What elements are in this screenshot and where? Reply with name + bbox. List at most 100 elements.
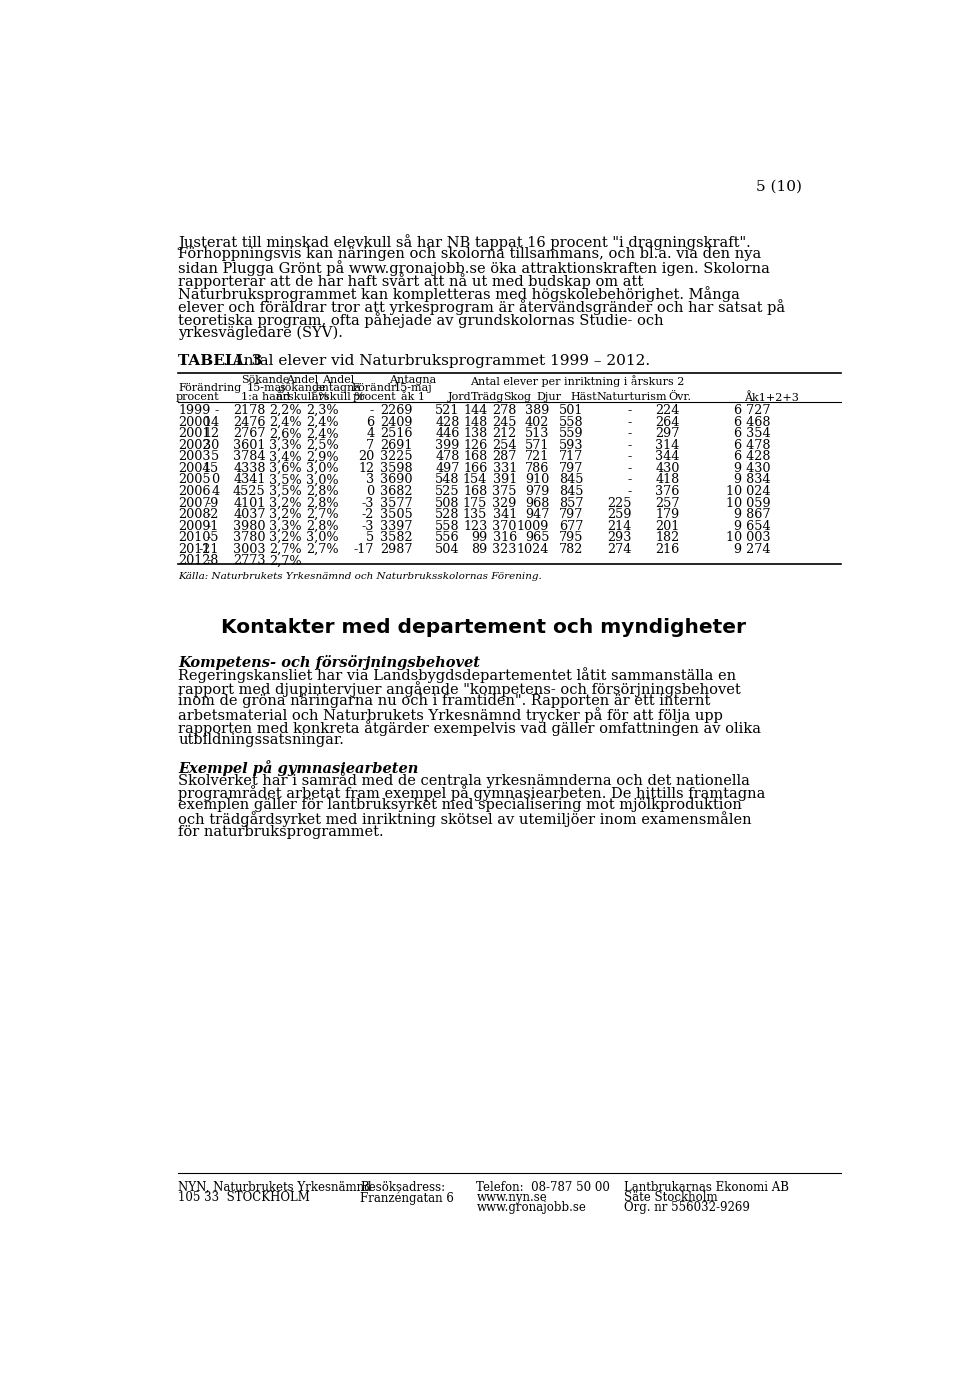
Text: Jord: Jord — [447, 393, 471, 402]
Text: 4338: 4338 — [233, 462, 266, 475]
Text: 428: 428 — [435, 416, 460, 429]
Text: -: - — [215, 404, 219, 418]
Text: 105 33  STOCKHOLM: 105 33 STOCKHOLM — [179, 1192, 310, 1204]
Text: Trädg: Trädg — [470, 393, 504, 402]
Text: 297: 297 — [655, 427, 680, 440]
Text: 10 059: 10 059 — [727, 497, 771, 509]
Text: Antal elever per inriktning iårskurs 2: Antal elever per inriktning iårskurs 2 — [471, 383, 683, 395]
Text: 376: 376 — [655, 484, 680, 498]
Text: 0: 0 — [211, 473, 219, 486]
Text: Djur: Djur — [537, 393, 562, 402]
Text: 212: 212 — [492, 427, 516, 440]
Text: -5: -5 — [206, 532, 219, 544]
Text: 558: 558 — [559, 416, 584, 429]
Text: 123: 123 — [463, 519, 488, 533]
Text: -: - — [627, 484, 632, 498]
Text: 1024: 1024 — [517, 543, 549, 555]
Text: 2,3%: 2,3% — [306, 404, 339, 418]
Text: 3577: 3577 — [380, 497, 413, 509]
Text: 5: 5 — [211, 451, 219, 464]
Text: 418: 418 — [656, 473, 680, 486]
Text: 2,2%: 2,2% — [270, 404, 302, 418]
Text: 331: 331 — [492, 462, 516, 475]
Text: 6: 6 — [366, 416, 374, 429]
Text: 154: 154 — [463, 473, 488, 486]
Text: . Antal elever vid Naturbruksprogrammet 1999 – 2012.: . Antal elever vid Naturbruksprogrammet … — [223, 354, 650, 367]
Text: 2,7%: 2,7% — [306, 508, 339, 521]
Text: -: - — [627, 427, 632, 440]
Text: 166: 166 — [463, 462, 488, 475]
Text: 179: 179 — [656, 508, 680, 521]
Text: programrådet arbetat fram exempel på gymnasiearbeten. De hittills framtagna: programrådet arbetat fram exempel på gym… — [179, 785, 765, 802]
Text: 2516: 2516 — [380, 427, 413, 440]
Text: 10 024: 10 024 — [727, 484, 771, 498]
Text: 9 430: 9 430 — [734, 462, 771, 475]
Text: 2987: 2987 — [380, 543, 413, 555]
Text: 497: 497 — [435, 462, 460, 475]
Text: 144: 144 — [463, 404, 488, 418]
Text: 1009: 1009 — [517, 519, 549, 533]
Text: Åk1+2+3: Åk1+2+3 — [744, 393, 799, 402]
Text: www.nyn.se: www.nyn.se — [476, 1192, 547, 1204]
Text: 2000: 2000 — [179, 416, 210, 429]
Text: 3,2%: 3,2% — [270, 508, 302, 521]
Text: 2,7%: 2,7% — [270, 543, 302, 555]
Text: 968: 968 — [525, 497, 549, 509]
Text: 548: 548 — [435, 473, 460, 486]
Text: 168: 168 — [463, 484, 488, 498]
Text: rapport med djupintervjuer angående "kompetens- och försörjningsbehovet: rapport med djupintervjuer angående "kom… — [179, 681, 741, 696]
Text: -3: -3 — [362, 497, 374, 509]
Text: 344: 344 — [655, 451, 680, 464]
Text: utbildningssatsningar.: utbildningssatsningar. — [179, 734, 344, 748]
Text: 126: 126 — [463, 438, 488, 452]
Text: 6 428: 6 428 — [734, 451, 771, 464]
Text: -1: -1 — [207, 519, 219, 533]
Text: Förändring: Förändring — [179, 383, 241, 394]
Text: 4525: 4525 — [233, 484, 266, 498]
Text: 3,2%: 3,2% — [270, 532, 302, 544]
Text: 2,8%: 2,8% — [306, 484, 339, 498]
Text: 857: 857 — [559, 497, 584, 509]
Text: 845: 845 — [559, 473, 584, 486]
Text: 525: 525 — [435, 484, 460, 498]
Text: 508: 508 — [435, 497, 460, 509]
Text: 12: 12 — [204, 427, 219, 440]
Text: 399: 399 — [435, 438, 460, 452]
Text: 4101: 4101 — [233, 497, 266, 509]
Text: 259: 259 — [607, 508, 632, 521]
Text: 3582: 3582 — [380, 532, 413, 544]
Text: Kompetens- och försörjningsbehovet: Kompetens- och försörjningsbehovet — [179, 656, 480, 670]
Text: 99: 99 — [471, 532, 488, 544]
Text: 30: 30 — [203, 438, 219, 452]
Text: Förhoppningsvis kan näringen och skolorna tillsammans, och bl.a. via den nya: Förhoppningsvis kan näringen och skolorn… — [179, 248, 761, 262]
Text: 389: 389 — [525, 404, 549, 418]
Text: 370: 370 — [492, 519, 516, 533]
Text: årskull %: årskull % — [312, 393, 365, 402]
Text: 3784: 3784 — [233, 451, 266, 464]
Text: www.gronajobb.se: www.gronajobb.se — [476, 1201, 587, 1214]
Text: 2767: 2767 — [233, 427, 266, 440]
Text: rapporten med konkreta åtgärder exempelvis vad gäller omfattningen av olika: rapporten med konkreta åtgärder exempelv… — [179, 720, 761, 736]
Text: 3,0%: 3,0% — [306, 473, 339, 486]
Text: 274: 274 — [607, 543, 632, 555]
Text: 1:a hand: 1:a hand — [241, 393, 290, 402]
Text: 168: 168 — [463, 451, 488, 464]
Text: 528: 528 — [435, 508, 460, 521]
Text: Säte Stockholm: Säte Stockholm — [624, 1192, 717, 1204]
Text: 2269: 2269 — [380, 404, 413, 418]
Text: Naturturism: Naturturism — [596, 393, 667, 402]
Text: 947: 947 — [525, 508, 549, 521]
Text: 14: 14 — [204, 416, 219, 429]
Text: för naturbruksprogrammet.: för naturbruksprogrammet. — [179, 824, 384, 838]
Text: 2012: 2012 — [179, 554, 210, 568]
Text: 2773: 2773 — [233, 554, 266, 568]
Text: Antal elever per inriktning i årskurs 2: Antal elever per inriktning i årskurs 2 — [470, 374, 684, 387]
Text: 201: 201 — [656, 519, 680, 533]
Text: -: - — [627, 404, 632, 418]
Text: Skolverket har i samråd med de centrala yrkesnämnderna och det nationella: Skolverket har i samråd med de centrala … — [179, 773, 750, 788]
Text: sökande: sökande — [278, 383, 325, 394]
Text: 9 274: 9 274 — [734, 543, 771, 555]
Text: sidan Plugga Grönt på www.gronajobb.se öka attraktionskraften igen. Skolorna: sidan Plugga Grönt på www.gronajobb.se ö… — [179, 260, 770, 276]
Text: 2,8%: 2,8% — [306, 497, 339, 509]
Text: -21: -21 — [199, 543, 219, 555]
